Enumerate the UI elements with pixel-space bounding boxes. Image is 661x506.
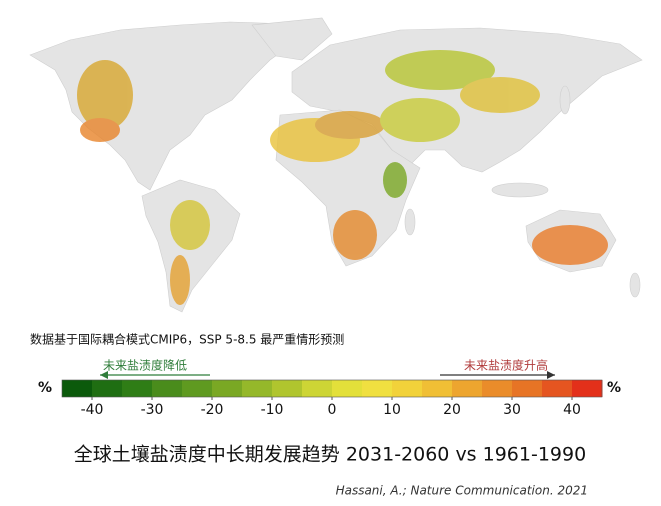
tick-label: 0 — [328, 402, 337, 418]
tick-label: 20 — [443, 402, 461, 418]
left-arrowhead — [100, 371, 108, 379]
colorbar: -40 -30 -20 -10 0 10 20 30 40 — [61, 379, 603, 418]
tick-label: 30 — [503, 402, 521, 418]
colorbar-cell — [302, 380, 333, 397]
colorbar-cell — [212, 380, 243, 397]
colorbar-cell — [362, 380, 393, 397]
unit-right: % — [607, 380, 621, 396]
tick-label: 40 — [563, 402, 581, 418]
title: 全球土壤盐渍度中长期发展趋势 2031-2060 vs 1961-1990 — [74, 444, 586, 466]
colorbar-cell — [422, 380, 453, 397]
colorbar-cell — [542, 380, 573, 397]
right-arrowhead — [547, 371, 555, 379]
colorbar-cell — [122, 380, 153, 397]
tick-label: -20 — [201, 402, 224, 418]
japan — [559, 85, 571, 115]
right-arrow-label: 未来盐渍度升高 — [464, 358, 548, 373]
tick-label: -30 — [141, 402, 164, 418]
colorbar-cell — [182, 380, 213, 397]
salinity-patches — [77, 50, 608, 305]
source-note: 数据基于国际耦合模式CMIP6，SSP 5-8.5 最严重情形预测 — [30, 332, 344, 347]
colorbar-cell — [572, 380, 603, 397]
madagascar — [404, 208, 416, 236]
citation: Hassani, A.; Nature Communication. 2021 — [336, 484, 588, 498]
colorbar-cell — [242, 380, 273, 397]
colorbar-cell — [332, 380, 363, 397]
tick-label: 10 — [383, 402, 401, 418]
left-arrow-label: 未来盐渍度降低 — [103, 358, 187, 373]
world-map — [29, 17, 643, 313]
colorbar-cell — [392, 380, 423, 397]
tick-label: -10 — [261, 402, 284, 418]
greenland — [251, 17, 333, 61]
colorbar-cell — [152, 380, 183, 397]
colorbar-cell — [92, 380, 123, 397]
colorbar-cell — [452, 380, 483, 397]
colorbar-cell — [62, 380, 93, 397]
new-zealand — [629, 272, 641, 298]
colorbar-cell — [512, 380, 543, 397]
tick-label: -40 — [81, 402, 104, 418]
indonesia — [491, 182, 549, 198]
unit-left: % — [38, 380, 52, 396]
north-america — [29, 21, 299, 191]
colorbar-cell — [482, 380, 513, 397]
colorbar-cell — [272, 380, 303, 397]
